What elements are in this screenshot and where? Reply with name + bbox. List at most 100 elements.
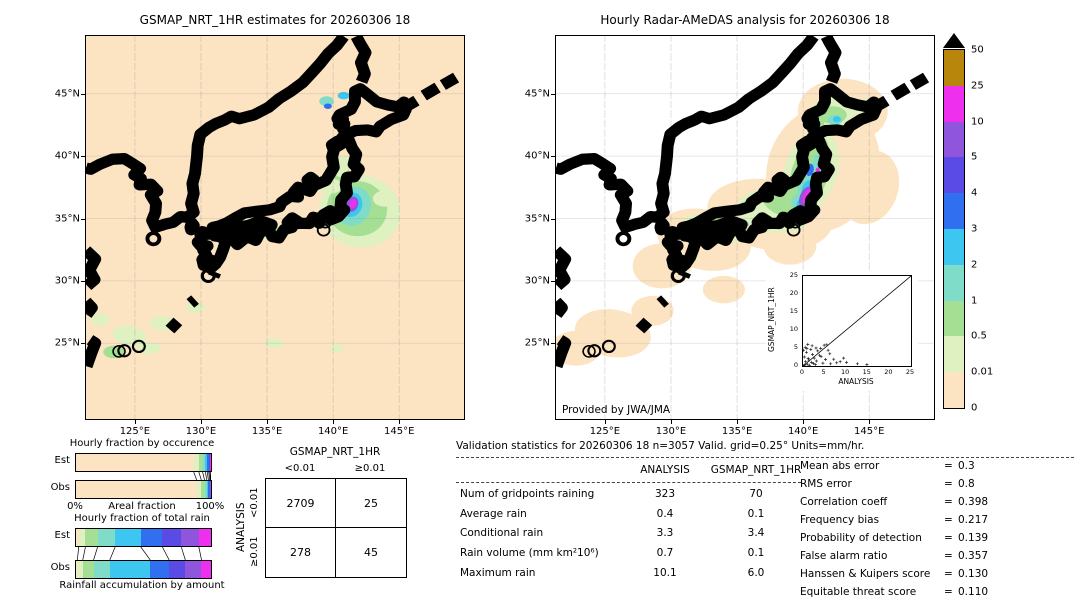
equals-sign: = (944, 568, 953, 580)
bar-segment (85, 529, 98, 546)
connector-line (110, 547, 115, 560)
colorbar-level-label: 2 (971, 259, 978, 271)
bar-segment (205, 454, 208, 471)
data-credit: Provided by JWA/JMA (562, 404, 671, 416)
lon-tick-label: 140°E (317, 426, 349, 437)
lat-tick-label: 25°N (54, 337, 80, 349)
stats-col-header-analysis: ANALYSIS (640, 464, 690, 476)
colorbar-level-label: 10 (971, 116, 984, 128)
tick-mark (134, 419, 136, 424)
lon-tick-label: 135°E (721, 426, 753, 437)
metric-row: Mean abs error = 0.3 (796, 460, 1076, 476)
connector-line (205, 472, 206, 480)
metric-label: False alarm ratio (800, 550, 888, 562)
inset-y-tick: 25 (789, 271, 798, 279)
colorbar-level-label: 4 (971, 187, 978, 199)
inset-y-axis-label: GSMAP_NRT_1HR (767, 287, 776, 353)
precip-blob (337, 91, 350, 100)
colorbar-segment (944, 120, 964, 158)
precip-blob (319, 96, 334, 107)
tick-mark (81, 93, 86, 95)
colorbar-segment (944, 371, 964, 408)
colorbar-level-label: 0.01 (971, 366, 994, 378)
bar-segment (206, 481, 209, 498)
colorbar-segment (944, 299, 964, 337)
lat-tick-label: 25°N (524, 337, 550, 349)
est-total-rain-bar (75, 528, 212, 547)
precip-blob (839, 150, 900, 225)
bar-segment (201, 481, 205, 498)
bar-segment (198, 529, 211, 546)
tick-mark (551, 218, 556, 220)
equals-sign: = (944, 460, 953, 472)
radar-map: Provided by JWA/JMA GSMAP_NRT_1HR ANALYS… (525, 35, 935, 437)
precip-blob (832, 116, 841, 123)
stat-gsmap-value: 3.4 (747, 527, 765, 539)
precip-blob (763, 227, 817, 265)
bar-segment (140, 529, 163, 546)
colorbar-level-label: 50 (971, 44, 984, 56)
stat-gsmap-value: 6.0 (747, 567, 765, 579)
colorbar-level-label: 0.5 (971, 330, 987, 342)
tick-mark (81, 343, 86, 345)
connector-line (181, 547, 185, 560)
scatter-points (803, 342, 869, 366)
bar-segment (181, 529, 199, 546)
bar-segment (169, 561, 186, 578)
inset-x-tick: 25 (905, 368, 915, 376)
stats-row: Num of gridpoints raining 323 70 (456, 488, 816, 504)
bar-segment (150, 561, 170, 578)
equals-sign: = (944, 532, 953, 544)
tick-mark (737, 419, 739, 424)
connector-line (94, 547, 98, 560)
bar-segment (76, 454, 194, 471)
metric-value: 0.3 (958, 460, 975, 472)
connector-line (194, 472, 197, 480)
precip-blob (91, 313, 110, 326)
tick-mark (551, 93, 556, 95)
metric-label: Frequency bias (800, 514, 880, 526)
inset-y-tick: 10 (789, 325, 798, 333)
equals-sign: = (944, 478, 953, 490)
obs-total-rain-bar (75, 560, 212, 579)
stat-label: Rain volume (mm km²10⁶) (460, 547, 599, 559)
bar-segment (209, 454, 211, 471)
colorbar-segment (944, 263, 964, 301)
bar-segment (193, 454, 199, 471)
metric-label: RMS error (800, 478, 852, 490)
scatter-inset: GSMAP_NRT_1HR ANALYSIS 0 0 5 5 10 10 15 15 20 20 2… (766, 271, 918, 391)
precip-blob (349, 199, 357, 208)
inset-plot-frame (802, 275, 912, 367)
equals-sign: = (944, 586, 953, 598)
contingency-row-label-lt: <0.01 (249, 487, 260, 518)
stat-gsmap-value: 0.1 (747, 547, 765, 559)
colorbar-labels: 0 0.01 0.5 1 2 3 4 5 10 25 50 (944, 45, 993, 414)
bar-segment (78, 529, 86, 546)
bar-segment (115, 529, 141, 546)
gsmap-map: 125°E 130°E 135°E 140°E 145°E 45°N 40°N 35°N 30°… (55, 35, 465, 437)
stat-label: Maximum rain (460, 567, 536, 579)
colorbar-level-label: 3 (971, 223, 978, 235)
inset-x-tick: 15 (862, 368, 871, 376)
bar-segment (77, 561, 83, 578)
lon-tick-label: 125°E (589, 426, 621, 437)
bar-segment (82, 561, 94, 578)
connector-line (162, 547, 169, 560)
tick-mark (551, 343, 556, 345)
dashed-divider (456, 457, 1074, 458)
bar-segment (93, 561, 110, 578)
lon-tick-label: 130°E (655, 426, 687, 437)
metric-value: 0.110 (958, 586, 989, 598)
radar-map-panel: Hourly Radar-AMeDAS analysis for 2026030… (525, 13, 935, 437)
tick-mark (81, 218, 86, 220)
colorbar-segment (944, 48, 964, 86)
metric-label: Probability of detection (800, 532, 922, 544)
gsmap-map-panel: GSMAP_NRT_1HR estimates for 20260306 18 … (55, 13, 465, 437)
contingency-cell-10: 278 (266, 528, 336, 577)
colorbar-segment (944, 192, 964, 229)
tick-mark (81, 156, 86, 158)
equals-sign: = (944, 514, 953, 526)
total-rain-chart-title: Hourly fraction of total rain (74, 513, 210, 524)
total-rain-chart-caption: Rainfall accumulation by amount (59, 580, 225, 591)
lon-tick-label: 145°E (854, 426, 885, 437)
